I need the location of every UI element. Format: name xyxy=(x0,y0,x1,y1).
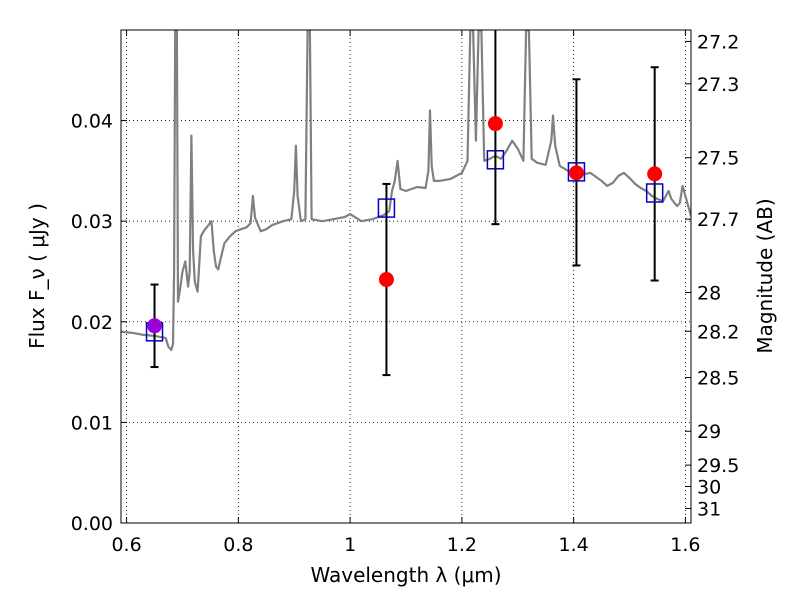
y2-tick-label: 31 xyxy=(697,498,721,520)
observed-point xyxy=(568,165,584,181)
x-tick-label: 0.8 xyxy=(223,534,253,556)
y2-tick-label: 28 xyxy=(697,282,721,304)
x-tick-label: 1 xyxy=(344,534,356,556)
observed-point xyxy=(147,318,163,334)
x-tick-label: 1.2 xyxy=(447,534,477,556)
error-bars xyxy=(150,30,659,377)
y2-tick-label: 27.3 xyxy=(697,74,739,96)
x-axis-label: Wavelength λ (μm) xyxy=(310,563,501,587)
x-tick-label: 0.6 xyxy=(111,534,141,556)
model-point xyxy=(645,183,664,203)
y2-tick-label: 29.5 xyxy=(697,455,739,477)
y2-tick-label: 29 xyxy=(697,421,721,443)
observed-point xyxy=(378,272,394,288)
x-tick-label: 1.6 xyxy=(670,534,700,556)
model-point xyxy=(486,150,505,170)
model-point xyxy=(377,198,396,218)
y2-tick-label: 30 xyxy=(697,476,721,498)
spectrum-series xyxy=(121,30,691,351)
y-axis-label: Flux F_ν ( μJy ) xyxy=(25,203,49,349)
tick-labels: 0.6 0.8 1 1.2 1.4 1.6 0.00 0.01 0.02 0.03 0.04 27.2… xyxy=(71,31,740,556)
y2-tick-label: 27.2 xyxy=(697,31,739,53)
observed-point xyxy=(487,116,503,132)
plot-frame xyxy=(120,29,692,524)
model-point xyxy=(567,162,586,182)
y2-tick-label: 28.5 xyxy=(697,368,739,390)
y2-tick-label: 28.2 xyxy=(697,321,739,343)
axis-ticks xyxy=(121,30,691,524)
y-tick-label: 0.00 xyxy=(71,513,113,535)
grid-lines xyxy=(121,30,691,523)
spectrum-line xyxy=(121,30,691,351)
x-tick-label: 1.4 xyxy=(559,534,589,556)
y-tick-label: 0.02 xyxy=(71,312,113,334)
y2-tick-label: 27.7 xyxy=(697,209,739,231)
observed-point xyxy=(647,166,663,182)
y2-axis-label: Magnitude (AB) xyxy=(753,198,777,353)
y-tick-label: 0.03 xyxy=(71,211,113,233)
y-tick-label: 0.01 xyxy=(71,412,113,434)
y-tick-label: 0.04 xyxy=(71,111,113,133)
observed-points xyxy=(147,116,663,334)
y2-tick-label: 27.5 xyxy=(697,148,739,170)
